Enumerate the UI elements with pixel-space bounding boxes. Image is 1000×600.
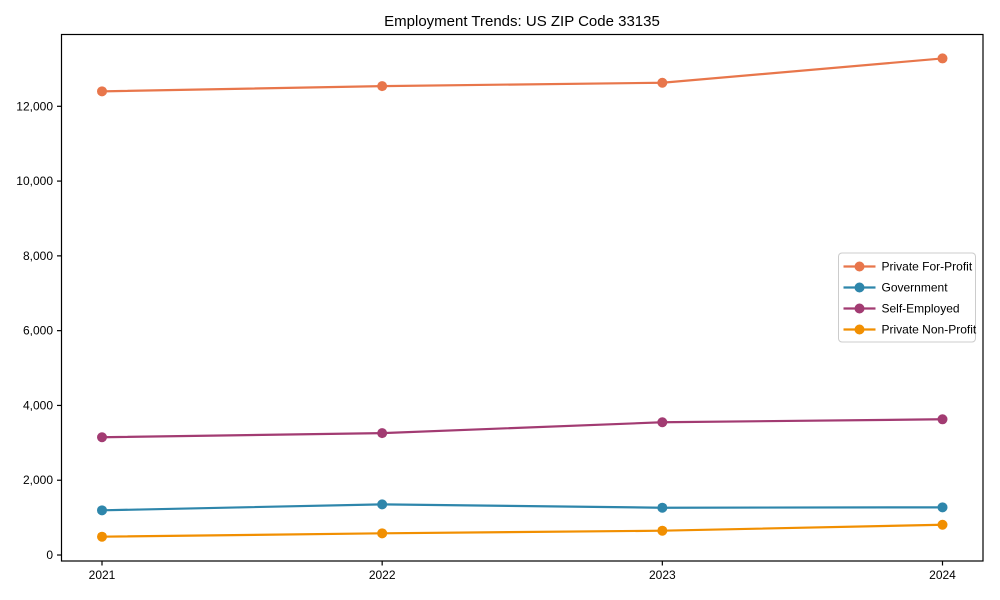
legend-marker-dot bbox=[854, 324, 865, 335]
legend-box bbox=[838, 252, 976, 343]
y-tick-label: 8,000 bbox=[23, 249, 53, 263]
legend-label: Private For-Profit bbox=[882, 260, 973, 274]
legend-label: Self-Employed bbox=[882, 302, 960, 316]
legend: Private For-Profit Government Self-Employe… bbox=[838, 252, 977, 343]
data-point-marker bbox=[377, 499, 388, 510]
data-point-marker bbox=[377, 428, 388, 439]
data-point-marker bbox=[377, 81, 388, 92]
data-point-marker bbox=[937, 414, 948, 425]
legend-marker-dot bbox=[854, 303, 865, 314]
series-line bbox=[101, 503, 943, 512]
series-layer bbox=[97, 53, 948, 542]
data-point-marker bbox=[97, 86, 107, 97]
plot-border bbox=[60, 33, 984, 562]
data-point-marker bbox=[657, 502, 668, 513]
y-tick-label: 2,000 bbox=[23, 473, 53, 487]
series-self-employed bbox=[97, 414, 948, 443]
y-tick-label: 0 bbox=[46, 548, 53, 562]
data-point-marker bbox=[937, 53, 948, 64]
series-line bbox=[101, 57, 943, 93]
data-point-marker bbox=[97, 505, 107, 516]
chart-title: Employment Trends: US ZIP Code 33135 bbox=[384, 13, 660, 30]
series-government bbox=[97, 499, 948, 516]
y-tick-label: 4,000 bbox=[23, 398, 53, 412]
series-private-non-profit bbox=[97, 519, 948, 542]
y-tick-label: 10,000 bbox=[16, 174, 53, 188]
data-point-marker bbox=[97, 432, 107, 443]
x-tick-label: 2021 bbox=[89, 568, 116, 582]
x-tick-label: 2023 bbox=[649, 568, 676, 582]
data-point-marker bbox=[657, 77, 668, 88]
data-point-marker bbox=[97, 531, 107, 542]
series-line bbox=[101, 523, 943, 538]
x-tick-label: 2024 bbox=[929, 568, 956, 582]
series-line bbox=[101, 418, 943, 439]
legend-marker-dot bbox=[854, 282, 865, 293]
legend-marker-dot bbox=[854, 261, 865, 272]
legend-label: Private Non-Profit bbox=[882, 323, 977, 337]
legend-label: Government bbox=[882, 281, 949, 295]
data-point-marker bbox=[937, 519, 948, 530]
series-private-for-profit bbox=[97, 53, 948, 97]
data-point-marker bbox=[937, 502, 948, 513]
x-tick-label: 2022 bbox=[369, 568, 396, 582]
data-point-marker bbox=[377, 528, 388, 539]
data-point-marker bbox=[657, 525, 668, 536]
axes-layer: 0 2,000 4,000 6,000 8,000 10,000 12,000 2021 202… bbox=[16, 33, 984, 582]
y-tick-label: 12,000 bbox=[16, 99, 53, 113]
y-tick-label: 6,000 bbox=[23, 324, 53, 338]
data-point-marker bbox=[657, 417, 668, 428]
